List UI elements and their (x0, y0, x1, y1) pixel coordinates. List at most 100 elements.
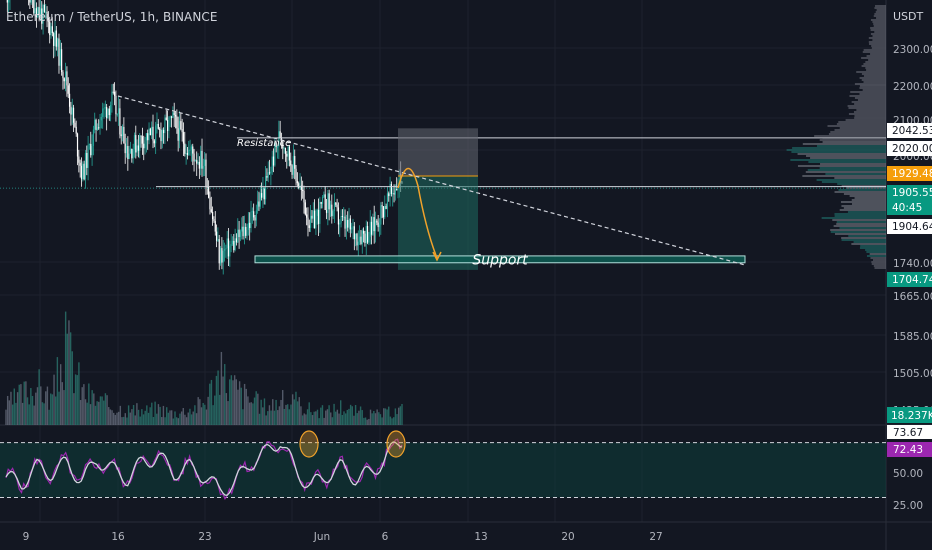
candle-body (229, 246, 231, 257)
candle-body (129, 148, 132, 154)
volume-bar (310, 412, 312, 425)
candle-body (188, 149, 190, 155)
candle-body (267, 172, 269, 178)
candle-body (62, 72, 64, 79)
candle-body (310, 215, 312, 228)
candle-body (343, 216, 345, 218)
volume-bar (41, 402, 44, 425)
candle-body (137, 145, 140, 151)
volume-bar (136, 403, 138, 425)
candle-body (35, 8, 38, 18)
candle-body (152, 126, 154, 141)
candle-body (197, 161, 199, 164)
volume-bar (132, 405, 135, 425)
candle-body (268, 172, 271, 174)
volume-bar (76, 375, 78, 425)
volume-bar (222, 376, 224, 425)
candle-body (108, 108, 110, 116)
candle-body (159, 128, 161, 130)
candle-body (348, 218, 350, 228)
price-tag: 1704.74 (887, 272, 932, 287)
volume-bar (260, 399, 262, 425)
candle-body (184, 143, 186, 154)
candle-body (294, 156, 296, 169)
volume-bar (35, 392, 37, 425)
volume-bar (253, 397, 256, 425)
volume-bar (243, 383, 246, 425)
candle-body (296, 181, 298, 184)
candle-body (257, 201, 259, 211)
volume-bar (300, 406, 302, 425)
volume-bar (388, 406, 390, 425)
candle-body (339, 222, 341, 225)
candle-body (276, 146, 279, 148)
volume-bar (364, 417, 367, 425)
candle-body (320, 201, 322, 204)
volume-bar (219, 394, 221, 425)
candle-body (370, 221, 373, 235)
candle-body (336, 204, 338, 208)
candle-body (61, 49, 63, 73)
candle-body (193, 153, 195, 162)
volume-bar (5, 409, 7, 425)
candle-body (95, 119, 97, 130)
volume-bar (78, 362, 80, 425)
candle-body (67, 85, 69, 94)
candle-body (372, 217, 374, 235)
volume-bar (86, 402, 88, 425)
volume-bar (157, 404, 160, 425)
volume-bar (393, 417, 395, 425)
rsi-tag: 73.67 (887, 425, 932, 439)
candle-body (347, 220, 349, 228)
candle-body (74, 122, 76, 127)
candle-body (135, 135, 137, 153)
volume-bar (11, 404, 14, 425)
volume-bar (272, 399, 274, 425)
resistance-trendline (117, 95, 746, 266)
candle-body (161, 129, 163, 142)
volume-bar (63, 390, 65, 425)
candle-body (307, 217, 309, 226)
candle-body (173, 112, 175, 116)
candle-body (374, 220, 377, 232)
price-tag-label: 40:45 (892, 202, 922, 214)
candle-body (120, 134, 122, 137)
volume-bar (346, 409, 349, 425)
candle-body (304, 202, 306, 215)
volume-bar (179, 413, 181, 425)
candle-body (231, 240, 234, 245)
volume-bar (159, 406, 161, 425)
volume-bar (112, 412, 115, 425)
volume-bar (18, 384, 20, 425)
candle-body (166, 120, 169, 132)
candle-body (72, 107, 75, 123)
volume-bar (305, 414, 307, 425)
volume-bar (348, 408, 350, 425)
volume-bar (180, 411, 183, 425)
candle-body (241, 226, 243, 232)
time-tick-label: 23 (198, 531, 211, 543)
volume-tag: 18.237K (887, 407, 932, 423)
volume-bar (99, 396, 102, 425)
volume-bar (288, 409, 291, 425)
volume-bar (106, 395, 108, 425)
candle-body (270, 171, 272, 174)
price-tag: 1904.64 (887, 219, 932, 234)
candle-body (353, 226, 355, 240)
candle-body (321, 196, 324, 204)
candle-body (148, 128, 150, 141)
candle-body (361, 230, 363, 244)
volume-bar (215, 375, 218, 425)
volume-bar (91, 390, 93, 425)
volume-bar (389, 416, 392, 425)
volume-bar (397, 407, 400, 425)
volume-bar (23, 381, 25, 425)
volume-bar (311, 415, 314, 425)
candle-body (156, 123, 158, 126)
candle-body (250, 211, 252, 229)
volume-bar (320, 407, 322, 425)
candle-body (82, 163, 84, 180)
price-tick-label: 2200.00 (893, 81, 932, 93)
